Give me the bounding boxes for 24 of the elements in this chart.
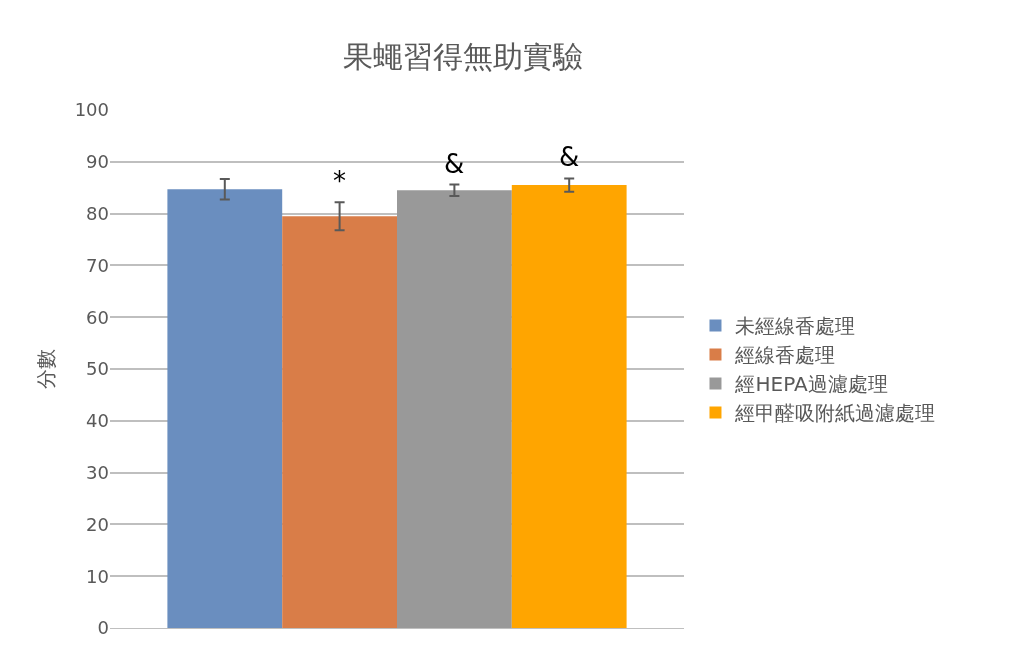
chart-title: 果蠅習得無助實驗 [343, 39, 584, 75]
y-tick-label: 30 [86, 461, 109, 483]
y-tick-label: 90 [86, 151, 109, 173]
annotation: * [333, 166, 346, 196]
y-tick-label: 0 [97, 617, 109, 639]
y-tick-label: 100 [74, 99, 109, 121]
annotation: & [559, 142, 580, 172]
y-tick-label: 80 [86, 202, 109, 224]
legend-label: 經HEPA過濾處理 [734, 372, 888, 397]
bar [397, 190, 512, 628]
bar [167, 189, 283, 628]
y-tick-label: 70 [86, 254, 109, 276]
y-tick-label: 50 [86, 358, 109, 380]
legend-label: 經甲醛吸附紙過濾處理 [734, 401, 936, 426]
y-tick-label: 20 [86, 513, 109, 535]
bar [282, 216, 397, 628]
legend-label: 經線香處理 [734, 343, 836, 368]
legend-label: 未經線香處理 [735, 314, 856, 339]
y-tick-label: 40 [86, 410, 109, 432]
y-tick-label: 10 [86, 565, 109, 587]
y-axis-title: 分數 [34, 349, 59, 389]
annotation: & [444, 149, 465, 179]
bar [511, 185, 627, 628]
y-tick-label: 60 [86, 306, 109, 328]
